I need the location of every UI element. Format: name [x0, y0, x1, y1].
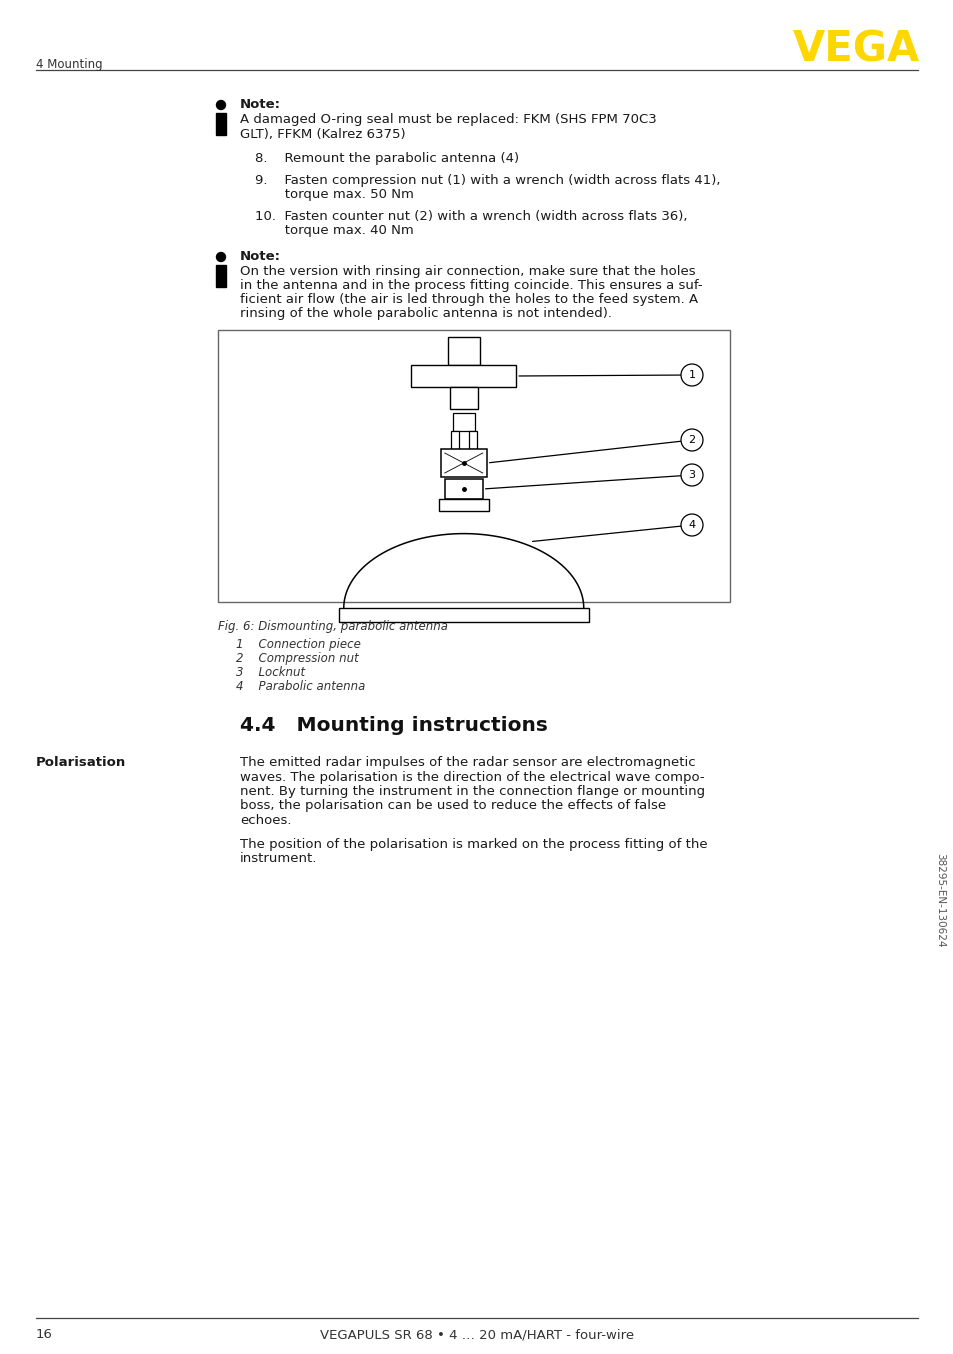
Bar: [468, 431, 476, 450]
Text: 4.4   Mounting instructions: 4.4 Mounting instructions: [240, 716, 547, 735]
Text: torque max. 40 Nm: torque max. 40 Nm: [254, 223, 414, 237]
Circle shape: [680, 364, 702, 386]
Text: 16: 16: [36, 1328, 52, 1340]
Bar: [438, 500, 488, 510]
Text: 9.    Fasten compression nut (1) with a wrench (width across flats 41),: 9. Fasten compression nut (1) with a wre…: [254, 175, 720, 187]
Circle shape: [680, 464, 702, 486]
Text: 2: 2: [688, 435, 695, 445]
Bar: [444, 479, 482, 500]
Bar: [411, 366, 516, 387]
Text: 1    Connection piece: 1 Connection piece: [235, 638, 360, 651]
Text: VEGAPULS SR 68 • 4 … 20 mA/HART - four-wire: VEGAPULS SR 68 • 4 … 20 mA/HART - four-w…: [319, 1328, 634, 1340]
Text: in the antenna and in the process fitting coincide. This ensures a suf-: in the antenna and in the process fittin…: [240, 279, 702, 292]
Text: waves. The polarisation is the direction of the electrical wave compo-: waves. The polarisation is the direction…: [240, 770, 704, 784]
Text: 4    Parabolic antenna: 4 Parabolic antenna: [235, 680, 365, 693]
Text: 4: 4: [688, 520, 695, 529]
Bar: [218, 330, 729, 603]
Text: 3    Locknut: 3 Locknut: [235, 666, 305, 678]
Text: 1: 1: [688, 370, 695, 380]
Bar: [449, 387, 477, 409]
Text: torque max. 50 Nm: torque max. 50 Nm: [254, 188, 414, 200]
Text: echoes.: echoes.: [240, 814, 292, 827]
Circle shape: [680, 515, 702, 536]
Bar: [338, 608, 588, 621]
Bar: [453, 413, 475, 431]
Text: rinsing of the whole parabolic antenna is not intended).: rinsing of the whole parabolic antenna i…: [240, 307, 612, 320]
Text: instrument.: instrument.: [240, 853, 317, 865]
Text: The position of the polarisation is marked on the process fitting of the: The position of the polarisation is mark…: [240, 838, 707, 852]
Text: 38295-EN-130624: 38295-EN-130624: [934, 853, 944, 948]
Bar: [215, 265, 226, 287]
Bar: [440, 450, 486, 477]
Text: VEGA: VEGA: [792, 28, 919, 70]
Text: ficient air flow (the air is led through the holes to the feed system. A: ficient air flow (the air is led through…: [240, 292, 698, 306]
Text: On the version with rinsing air connection, make sure that the holes: On the version with rinsing air connecti…: [240, 265, 695, 278]
Circle shape: [216, 252, 225, 261]
Text: 2    Compression nut: 2 Compression nut: [235, 653, 358, 665]
Text: 4 Mounting: 4 Mounting: [36, 58, 103, 70]
Text: nent. By turning the instrument in the connection flange or mounting: nent. By turning the instrument in the c…: [240, 785, 704, 798]
Text: Note:: Note:: [240, 97, 281, 111]
Text: Fig. 6: Dismounting, parabolic antenna: Fig. 6: Dismounting, parabolic antenna: [218, 620, 448, 634]
Text: 8.    Remount the parabolic antenna (4): 8. Remount the parabolic antenna (4): [254, 152, 518, 165]
Text: 3: 3: [688, 470, 695, 481]
Text: The emitted radar impulses of the radar sensor are electromagnetic: The emitted radar impulses of the radar …: [240, 756, 695, 769]
Text: Note:: Note:: [240, 250, 281, 263]
Text: Polarisation: Polarisation: [36, 756, 126, 769]
Circle shape: [680, 429, 702, 451]
Text: A damaged O-ring seal must be replaced: FKM (SHS FPM 70C3: A damaged O-ring seal must be replaced: …: [240, 112, 656, 126]
Text: boss, the polarisation can be used to reduce the effects of false: boss, the polarisation can be used to re…: [240, 799, 665, 812]
Bar: [215, 112, 226, 135]
Text: 10.  Fasten counter nut (2) with a wrench (width across flats 36),: 10. Fasten counter nut (2) with a wrench…: [254, 210, 687, 223]
Circle shape: [216, 100, 225, 110]
Bar: [447, 337, 479, 366]
Bar: [450, 431, 458, 450]
Text: GLT), FFKM (Kalrez 6375): GLT), FFKM (Kalrez 6375): [240, 129, 405, 141]
